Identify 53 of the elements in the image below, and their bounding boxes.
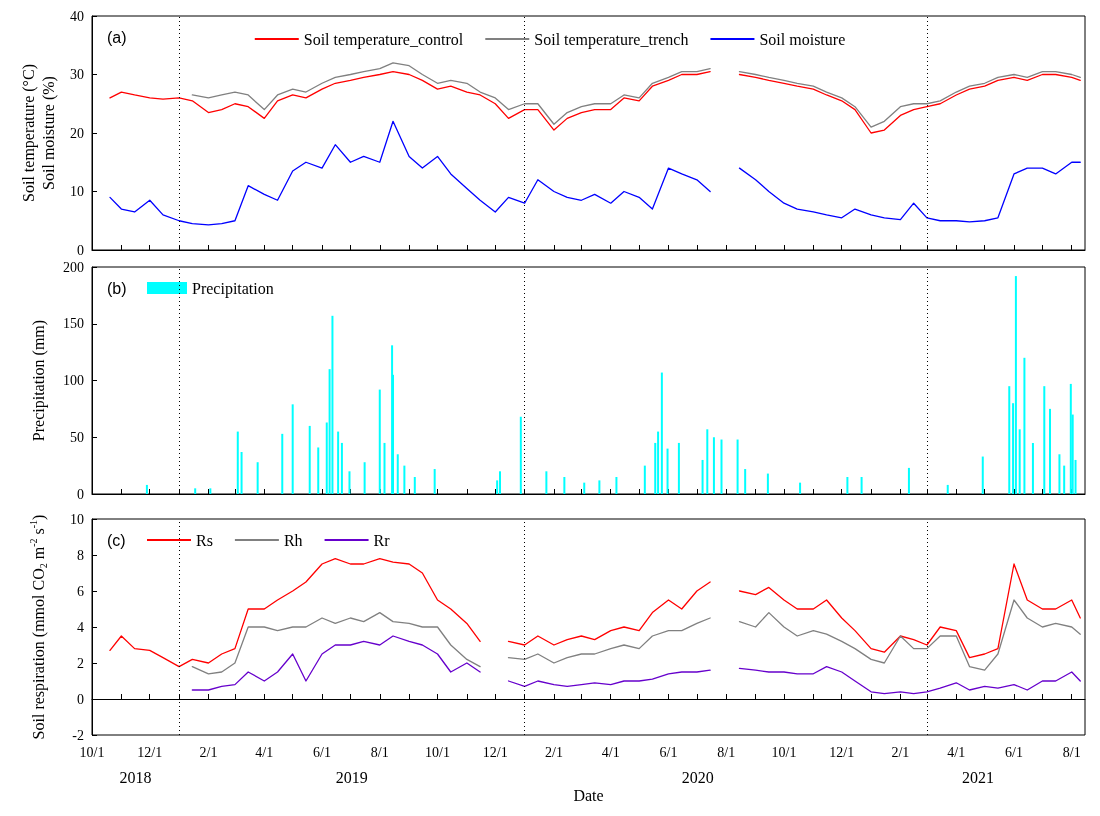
legend-label: Precipitation — [192, 279, 274, 298]
x-tick-label: 10/1 — [425, 744, 450, 760]
y-tick-label: 20 — [70, 125, 84, 141]
x-tick-label: 8/1 — [1062, 744, 1081, 760]
legend-label: Rs — [196, 531, 213, 549]
y-tick-label: 100 — [63, 373, 84, 388]
y-tick-label: -2 — [72, 727, 84, 743]
text: 2019 — [335, 768, 368, 786]
x-tick-label: 6/1 — [659, 744, 678, 760]
legend-label: Soil temperature_control — [303, 30, 464, 49]
x-tick-label: 2/1 — [199, 744, 218, 760]
y-tick-label: 8 — [77, 547, 84, 563]
y-tick-label: 30 — [70, 67, 84, 82]
y-tick-label: 10 — [70, 511, 84, 527]
y-tick-label: 200 — [63, 259, 84, 275]
x-tick-label: 12/1 — [829, 744, 855, 760]
y-axis-title: Soil temperature (°C) Soil moisture (%) — [19, 64, 58, 202]
x-tick-label: 6/1 — [313, 744, 331, 760]
y-tick-label: 0 — [77, 691, 84, 707]
text: 2020 — [681, 768, 714, 786]
y-axis-title: Precipitation (mm) — [29, 319, 48, 442]
x-tick-label: 10/1 — [79, 744, 105, 760]
x-tick-label: 10/1 — [771, 744, 797, 760]
y-tick-label: 10 — [70, 184, 84, 199]
y-tick-label: 6 — [77, 583, 84, 599]
text: (b) — [107, 279, 127, 297]
text: 2021 — [962, 768, 995, 786]
y-tick-label: 0 — [77, 242, 84, 258]
x-tick-label: 4/1 — [947, 744, 966, 760]
x-tick-label: 8/1 — [370, 744, 389, 760]
legend-label: Soil temperature_trench — [534, 30, 689, 49]
legend-label: Rr — [373, 531, 391, 549]
x-tick-label: 4/1 — [601, 744, 620, 760]
x-tick-label: 12/1 — [482, 744, 508, 760]
legend-label: Soil moisture — [759, 30, 846, 48]
x-tick-label: 2/1 — [891, 744, 910, 760]
x-tick-label: 6/1 — [1005, 744, 1023, 760]
text: (a) — [107, 28, 127, 46]
x-tick-label: 2/1 — [545, 744, 563, 760]
y-tick-label: 4 — [77, 619, 84, 635]
y-tick-label: 150 — [63, 316, 84, 332]
y-tick-label: 40 — [70, 8, 84, 24]
text: 2018 — [119, 768, 152, 786]
x-tick-label: 12/1 — [137, 744, 163, 760]
legend-label: Rh — [283, 531, 303, 549]
x-tick-label: 8/1 — [717, 744, 736, 760]
x-axis-title: Date — [573, 786, 604, 804]
y-tick-label: 0 — [77, 486, 84, 502]
x-tick-label: 4/1 — [255, 744, 274, 760]
y-tick-label: 2 — [77, 655, 84, 671]
text: (c) — [107, 531, 126, 549]
y-axis-title: Soil respiration (mmol CO2 m-2 s-1) — [27, 514, 49, 740]
y-tick-label: 50 — [70, 429, 84, 445]
